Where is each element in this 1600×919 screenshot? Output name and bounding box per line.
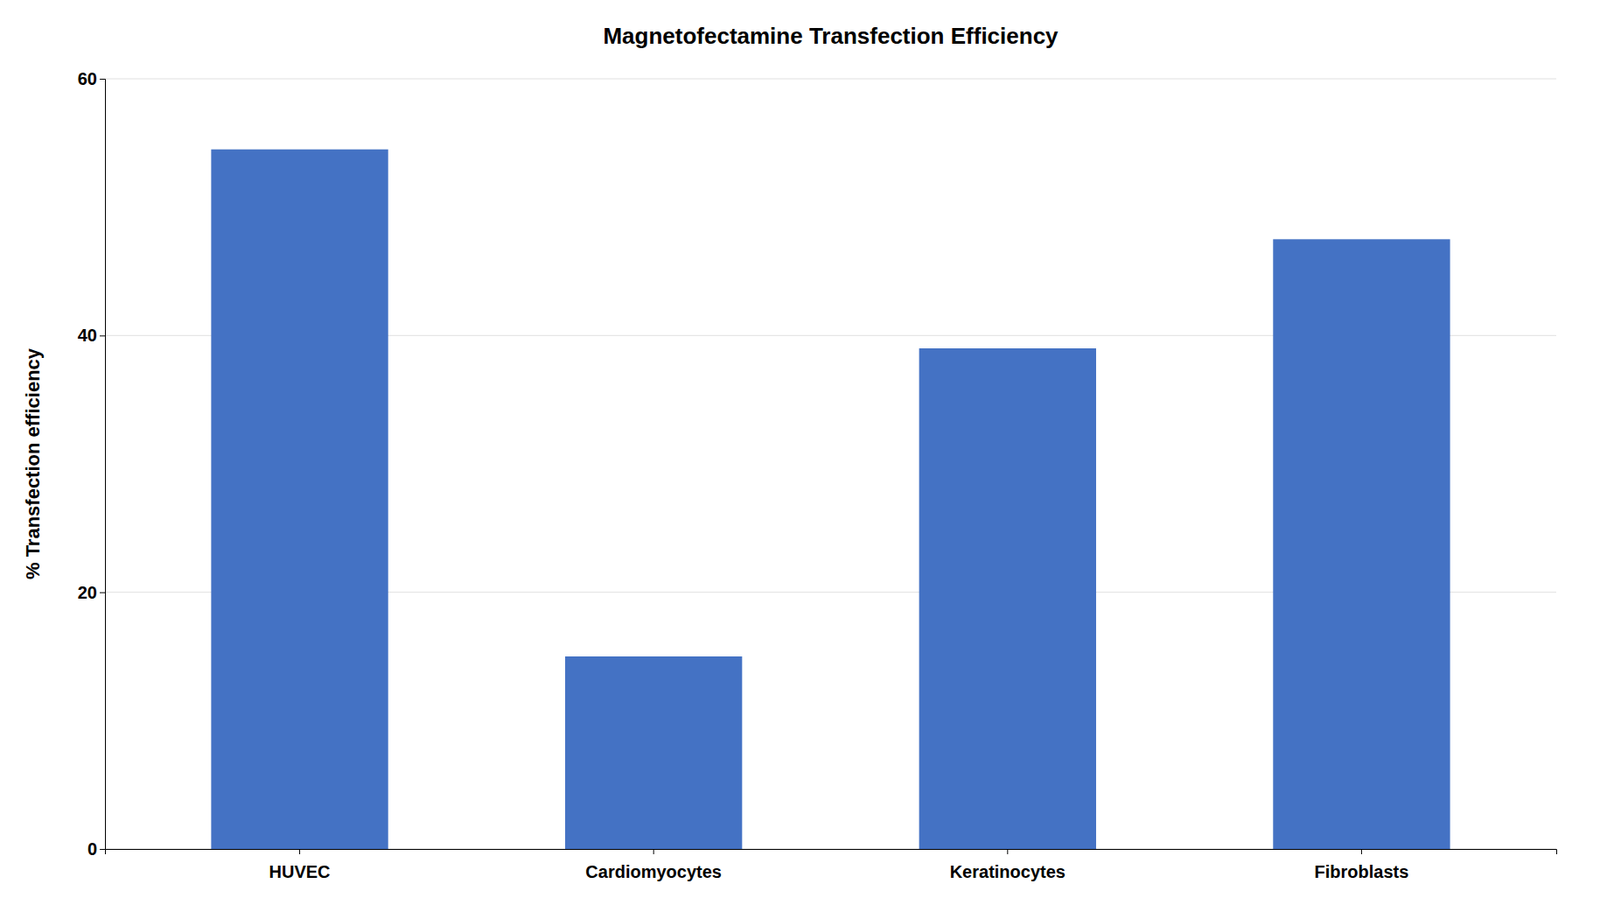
x-tick: Fibroblasts [1314, 848, 1410, 881]
axis-line [99, 79, 106, 850]
tick-mark [653, 848, 655, 854]
y-tick: 60 [77, 69, 105, 89]
tick-mark [1006, 848, 1008, 854]
axis-title: % Transfection efficiency [21, 347, 44, 580]
tick-mark [99, 335, 105, 336]
x-tick: HUVEC [269, 848, 331, 881]
y-tick: 40 [77, 325, 105, 345]
tick-mark [99, 848, 105, 850]
chart: HUVEC Cardiomyocytes Keratinocytes Fibrobla… [0, 0, 1600, 919]
tick-mark [99, 592, 105, 594]
bars [210, 149, 1450, 849]
bar [210, 149, 388, 849]
x-tick: Keratinocytes [950, 848, 1066, 881]
y-tick: 0 [87, 838, 105, 859]
tick-label: 60 [77, 69, 98, 89]
tick-mark [99, 78, 105, 80]
title: Magnetofectamine Transfection Efficiency [602, 22, 1059, 49]
tick-mark [1361, 848, 1363, 854]
axis-line [105, 849, 1558, 855]
bar [1272, 238, 1450, 849]
tick-label: 40 [77, 325, 98, 345]
tick-label: 0 [87, 838, 98, 859]
tick-label: Keratinocytes [950, 861, 1066, 881]
x-tick: Cardiomyocytes [585, 848, 722, 881]
grid-line [104, 78, 1557, 80]
y-axis: 0 20 40 60 [77, 69, 106, 859]
plot: HUVEC Cardiomyocytes Keratinocytes Fibrobla… [77, 69, 1558, 881]
tick-label: Cardiomyocytes [585, 861, 722, 881]
bar [565, 656, 742, 849]
grid [104, 78, 1557, 849]
bar [919, 348, 1097, 849]
tick-mark [299, 848, 301, 854]
x-axis: HUVEC Cardiomyocytes Keratinocytes Fibrobla… [105, 848, 1558, 881]
tick-label: Fibroblasts [1314, 861, 1410, 881]
tick-label: HUVEC [269, 861, 331, 881]
y-tick: 20 [77, 582, 105, 602]
tick-label: 20 [77, 582, 98, 602]
